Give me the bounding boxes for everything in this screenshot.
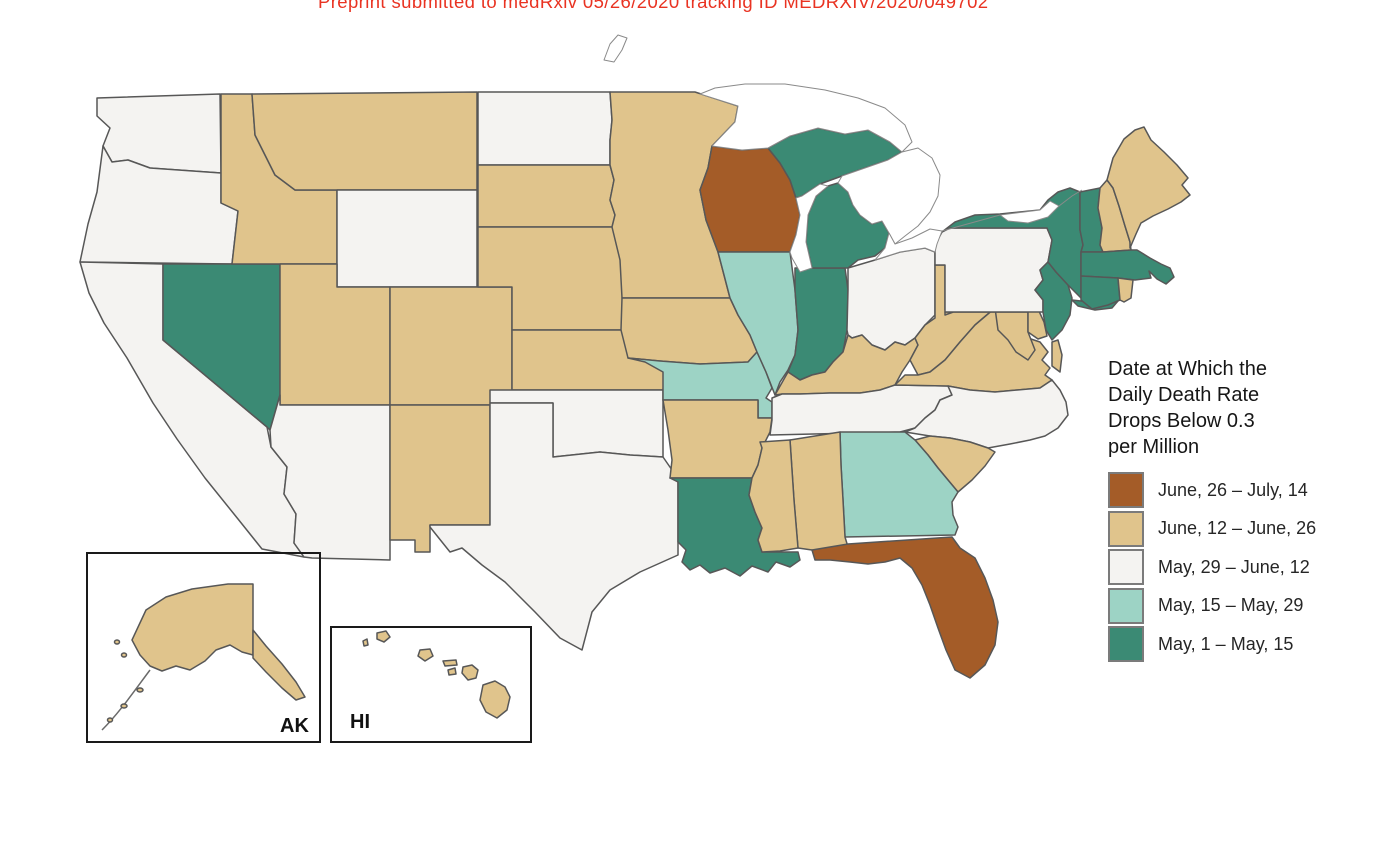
aleutian-island-chain — [101, 669, 151, 731]
bering-island — [120, 652, 128, 658]
hawaii-island-niihau — [362, 638, 369, 647]
hawaii-inset: HI — [330, 626, 532, 743]
alaska-inset-box — [86, 552, 321, 743]
legend-title-line: Date at Which the — [1108, 358, 1267, 380]
aleutian-island — [120, 703, 128, 709]
state-north-carolina — [904, 379, 1069, 449]
state-south-dakota — [477, 164, 616, 228]
legend-label: May, 1 – May, 15 — [1158, 633, 1294, 654]
water-layer — [603, 34, 1083, 273]
hawaii-inset-box — [330, 626, 532, 743]
state-new-jersey — [1034, 261, 1073, 341]
legend-items: June, 26 – July, 14 June, 12 – June, 26 … — [1108, 472, 1392, 662]
lake-ontario — [999, 200, 1060, 224]
legend-swatch-june12-june26 — [1108, 510, 1144, 547]
isle-royale — [603, 34, 628, 63]
state-missouri — [627, 351, 773, 419]
legend-row: May, 29 – June, 12 — [1108, 549, 1392, 585]
state-virginia-eastern-shore — [1051, 339, 1063, 373]
legend-swatch-may1-may15 — [1108, 626, 1144, 662]
aleutian-island — [106, 717, 114, 723]
state-wyoming — [336, 189, 478, 288]
state-montana — [251, 91, 478, 191]
legend-row: June, 26 – July, 14 — [1108, 472, 1392, 508]
state-pennsylvania — [934, 227, 1053, 313]
legend-title: Date at Which the Daily Death Rate Drops… — [1108, 356, 1392, 460]
legend-row: June, 12 – June, 26 — [1108, 510, 1392, 547]
canada-border-st-lawrence — [1058, 189, 1083, 207]
state-alaska-panhandle — [252, 629, 306, 701]
hawaii-island-big-island — [479, 680, 511, 719]
state-alaska — [131, 583, 254, 672]
preprint-watermark: Preprint submitted to medRxiv 05/26/2020… — [318, 0, 989, 12]
legend-label: May, 29 – June, 12 — [1158, 556, 1310, 577]
state-north-dakota — [477, 91, 613, 166]
state-arkansas — [662, 399, 773, 479]
state-arizona — [269, 394, 391, 561]
state-alabama — [789, 431, 849, 559]
map-legend: Date at Which the Daily Death Rate Drops… — [1108, 356, 1392, 665]
state-florida — [811, 536, 999, 679]
legend-swatch-may15-may29 — [1108, 587, 1144, 624]
legend-title-line: Daily Death Rate — [1108, 384, 1260, 406]
aleutian-island — [136, 687, 144, 693]
legend-label: June, 12 – June, 26 — [1158, 518, 1317, 538]
lake-huron — [837, 147, 941, 245]
alaska-inset-label: AK — [280, 715, 309, 737]
lake-michigan — [789, 183, 829, 273]
state-mississippi — [748, 439, 799, 553]
state-rhode-island — [1117, 277, 1134, 303]
alaska-inset: AK — [86, 552, 321, 743]
legend-row: May, 15 – May, 29 — [1108, 587, 1392, 624]
state-texas — [429, 402, 679, 651]
hawaii-island-molokai — [442, 659, 458, 667]
hawaii-island-oahu — [417, 648, 434, 662]
lake-superior — [699, 83, 913, 153]
legend-title-line: per Million — [1108, 436, 1200, 458]
legend-title-line: Drops Below 0.3 — [1108, 410, 1255, 432]
hawaii-inset-label: HI — [350, 711, 370, 733]
legend-swatch-june26-july14 — [1108, 472, 1144, 508]
lake-erie — [874, 228, 943, 261]
state-colorado — [389, 286, 513, 406]
legend-swatch-may29-june12 — [1108, 549, 1144, 585]
legend-label: May, 15 – May, 29 — [1158, 595, 1304, 615]
legend-row: May, 1 – May, 15 — [1108, 626, 1392, 662]
canada-border-niagara — [941, 214, 1001, 232]
bering-island — [113, 639, 121, 645]
hawaii-island-kauai — [376, 630, 391, 643]
states-layer — [79, 91, 1191, 679]
legend-label: June, 26 – July, 14 — [1158, 479, 1308, 500]
hawaii-island-maui — [461, 664, 479, 681]
state-maine — [1106, 126, 1191, 249]
hawaii-island-lanai — [447, 667, 457, 676]
